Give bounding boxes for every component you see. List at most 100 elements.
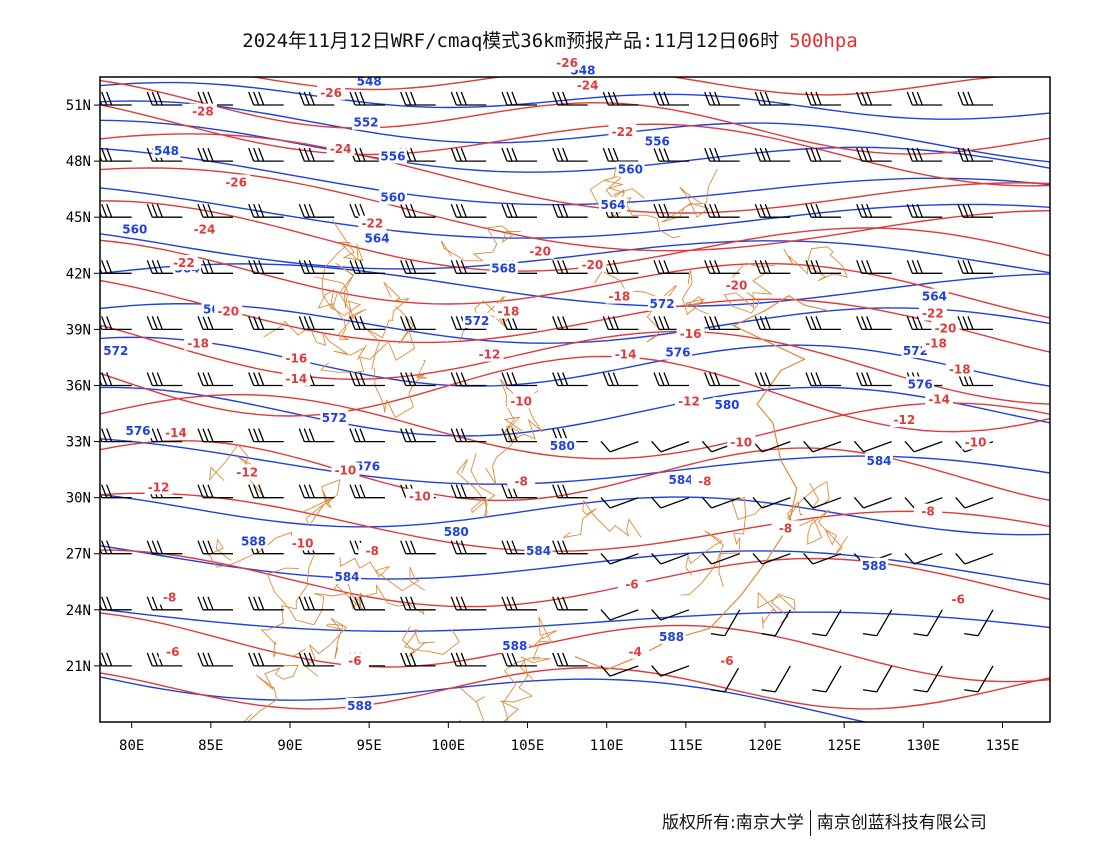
wind-barb: [906, 203, 943, 218]
height-contour-label-bg: [378, 189, 407, 205]
temperature-contour-label: -18: [925, 336, 947, 350]
wind-barb: [298, 484, 335, 499]
map-frame: [99, 76, 1051, 723]
temperature-contour-label: -8: [514, 475, 527, 489]
height-contour-label-bg: [713, 397, 741, 413]
wind-barb: [602, 372, 639, 387]
lon-tick-label: 120E: [748, 738, 782, 754]
temperature-contour: [100, 79, 1050, 155]
lat-tick-label: 51N: [66, 98, 91, 114]
region-border: [682, 269, 709, 316]
temperature-contour-label: -10: [510, 394, 532, 408]
temperature-contour-label: -20: [529, 245, 551, 259]
wind-barb: [600, 497, 639, 509]
wind-barb: [754, 260, 791, 274]
height-contour-label: 580: [550, 439, 575, 453]
wind-barb: [853, 440, 892, 453]
temperature-contour: [250, 77, 1006, 96]
wind-barb: [100, 203, 132, 218]
contour-label-layer: 5485485525485565565605605605645645645685…: [101, 54, 990, 714]
wind-barb: [100, 596, 132, 611]
region-border: [589, 165, 626, 207]
height-contour: [100, 493, 1050, 536]
wind-barb: [197, 372, 233, 387]
height-contour-label: 572: [103, 344, 128, 358]
height-contour-label: 556: [380, 149, 405, 163]
wind-barb: [400, 652, 436, 667]
wind-barb: [761, 665, 791, 693]
height-contour-label: 572: [903, 344, 928, 358]
height-contour-label: 564: [922, 290, 947, 304]
height-contour-label: 588: [502, 639, 527, 653]
height-contour-label: 588: [862, 559, 887, 573]
lon-tick-label: 110E: [590, 738, 624, 754]
wind-barb: [651, 609, 690, 621]
height-contour-label-bg: [667, 471, 696, 487]
temperature-contour-label: -18: [187, 336, 209, 350]
region-border: [563, 499, 642, 539]
temperature-contour-label-bg: [155, 589, 184, 605]
temperature-contour-label: -20: [582, 258, 604, 272]
region-border: [783, 246, 848, 282]
height-contour-label: 584: [866, 454, 891, 468]
wind-barb: [552, 91, 588, 106]
wind-barb: [501, 428, 537, 443]
lon-tick-label: 90E: [277, 738, 302, 754]
wind-barb: [349, 316, 385, 331]
height-contour-label-bg: [442, 524, 471, 540]
wind-barb: [501, 91, 537, 106]
height-contour: [100, 544, 1050, 586]
wind-barb: [501, 652, 537, 667]
temperature-contour-label-bg: [475, 346, 504, 362]
lat-tick-label: 30N: [66, 491, 91, 507]
wind-barb: [450, 596, 487, 611]
height-contour-label: 552: [353, 116, 378, 130]
wind-barb: [197, 428, 233, 443]
lon-tick-label: 100E: [431, 738, 465, 754]
temperature-contour-label: -12: [479, 348, 501, 362]
wind-barb: [957, 91, 993, 106]
wind-barb: [552, 596, 588, 611]
wind-barb: [805, 91, 841, 106]
temperature-contour-label-bg: [282, 350, 311, 366]
region-border: [456, 453, 496, 519]
wind-barb: [803, 440, 842, 453]
temperature-contour-label: -26: [225, 176, 247, 190]
temperature-contour: [100, 355, 1050, 433]
temperature-contour-label-bg: [188, 103, 217, 119]
wind-barb: [349, 203, 385, 218]
temperature-contour: [100, 393, 1050, 460]
temperature-contour-label-bg: [931, 320, 960, 336]
temperature-contour-label-bg: [675, 393, 703, 409]
height-contour-label: 564: [600, 198, 625, 212]
height-contour-label: 580: [444, 525, 469, 539]
wind-barb: [957, 203, 993, 218]
wind-barb: [400, 372, 436, 387]
height-contour-label: 572: [650, 297, 675, 311]
wind-barb: [450, 147, 487, 162]
wind-barb: [100, 484, 132, 499]
temperature-contour-label: -14: [165, 426, 187, 440]
border-layer: [207, 165, 848, 722]
height-contour-label-bg: [524, 542, 553, 558]
height-contour-label: 584: [334, 570, 359, 584]
temperature-contour-label: -12: [893, 413, 915, 427]
wind-barb: [752, 497, 791, 509]
temperature-contour-label-bg: [214, 303, 243, 319]
wind-barb: [957, 260, 993, 274]
lat-tick-label: 45N: [66, 210, 91, 226]
height-contour-label-bg: [616, 161, 645, 177]
axis-layer: 80E 85E 90E 95E 100E 105E 110E 115E 120E 125E 130E…: [66, 98, 1020, 754]
temperature-contour-label: -10: [335, 463, 357, 477]
wind-barb: [856, 316, 892, 331]
wind-barb: [100, 316, 132, 331]
height-contour-label: 576: [355, 460, 380, 474]
wind-barb: [298, 596, 335, 611]
region-border: [594, 270, 678, 343]
wind-barb: [501, 147, 537, 162]
temperature-contour-label: -28: [192, 105, 214, 119]
lat-tick-label: 36N: [66, 378, 91, 394]
wind-barb: [197, 540, 233, 555]
height-contour-label-bg: [101, 342, 130, 358]
